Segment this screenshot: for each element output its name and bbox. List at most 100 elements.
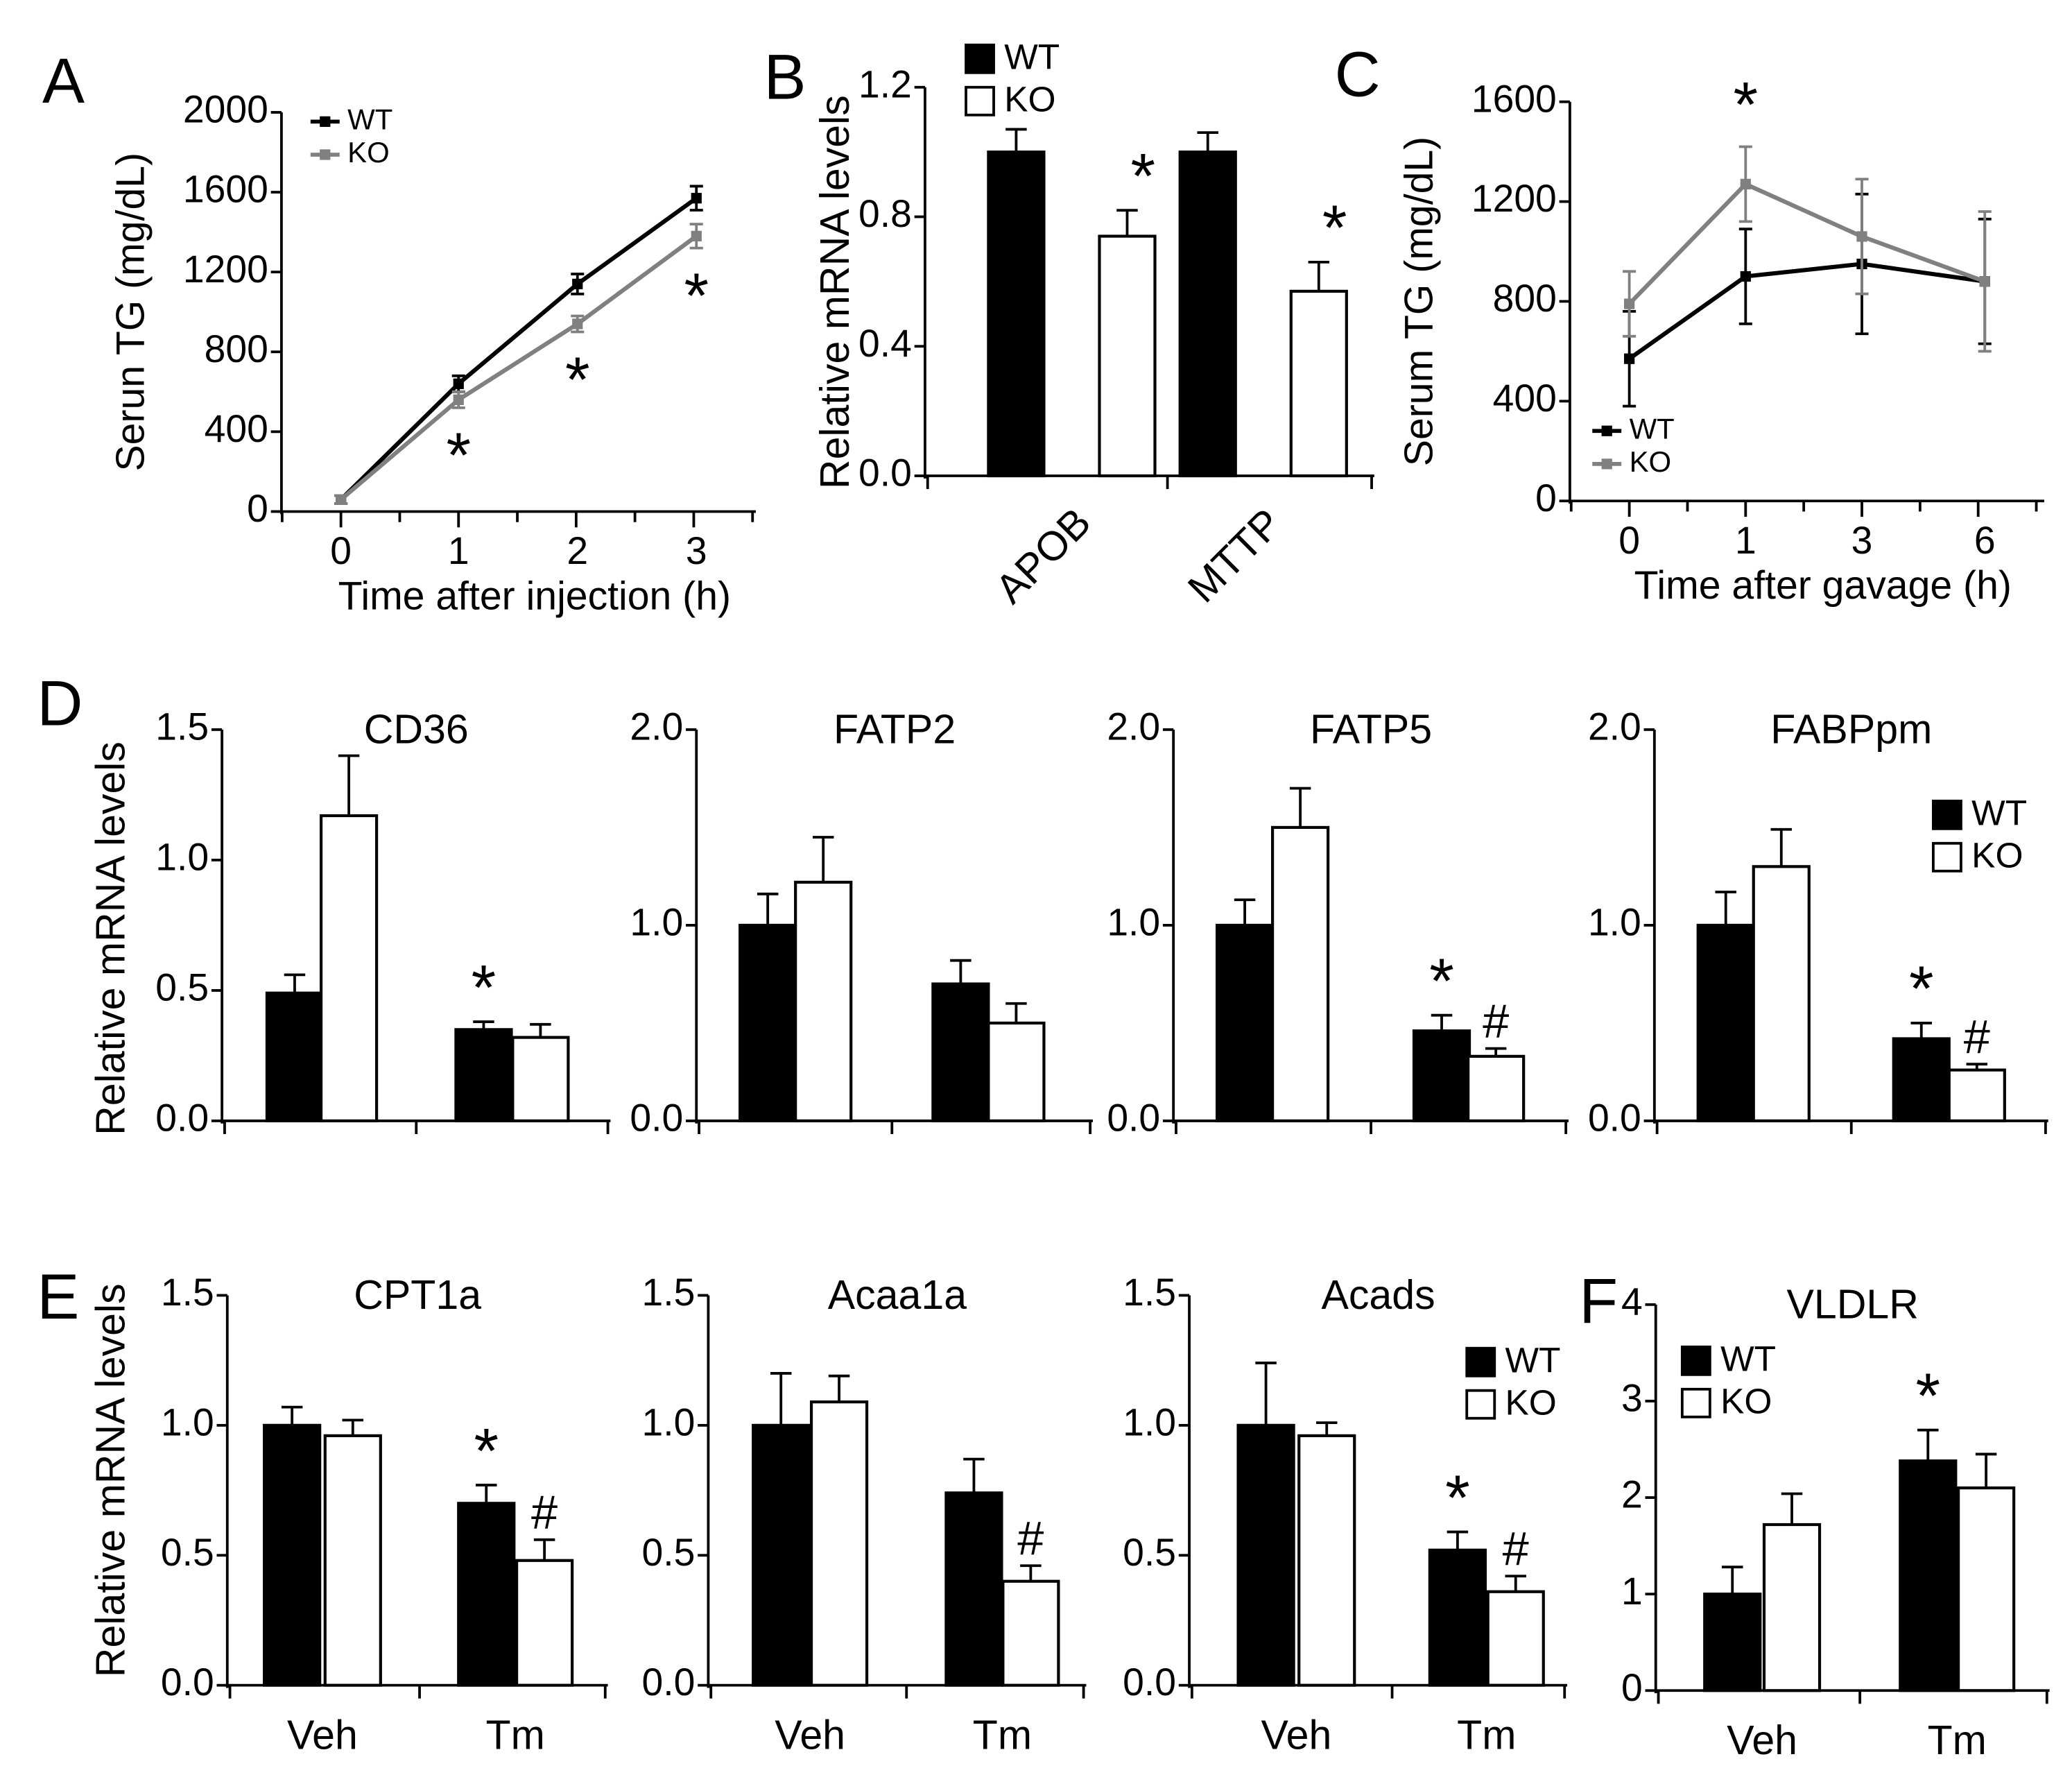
data-point-wt [691, 193, 702, 204]
bar-ko [1957, 1486, 2016, 1692]
legend-swatch-ko [1932, 841, 1962, 873]
data-point-ko [1623, 298, 1635, 309]
y-tick-label: 1.5 [1123, 1271, 1176, 1314]
data-point-wt [1623, 353, 1635, 364]
y-tick-label: 0.0 [1588, 1097, 1641, 1140]
bar-wt [1178, 151, 1237, 478]
bar-ko [1297, 1434, 1356, 1687]
legend-label: KO [1630, 445, 1672, 478]
x-tick-label: APOB [987, 499, 1100, 612]
chart-title: CD36 [364, 706, 469, 752]
y-tick-label: 0.5 [642, 1531, 696, 1574]
legend-swatch-ko [965, 85, 995, 117]
x-tick-label: 3 [686, 529, 707, 572]
y-tick-label: 1.0 [161, 1400, 214, 1443]
bar-wt [263, 1423, 322, 1687]
y-tick-label: 1.0 [155, 836, 209, 879]
bar-wt [752, 1423, 811, 1687]
bar-ko [511, 1036, 570, 1123]
legend-label: WT [347, 103, 392, 135]
y-tick-label: 0 [1535, 477, 1557, 520]
y-tick-label: 2.0 [1588, 705, 1641, 748]
bar-ko [987, 1021, 1046, 1123]
panel-label: E [37, 1262, 79, 1332]
legend-label: WT [1505, 1339, 1560, 1380]
bar-ko [319, 814, 379, 1123]
y-tick-label: 1600 [1471, 77, 1557, 120]
legend-swatch-ko [1465, 1389, 1496, 1420]
x-tick-label: 0 [1618, 519, 1640, 562]
significance-marker: # [1503, 1522, 1529, 1575]
bar-wt [457, 1502, 516, 1687]
y-tick-label: 0 [247, 487, 268, 530]
data-point-wt [1740, 271, 1751, 282]
bar-ko [323, 1434, 382, 1687]
y-tick-label: 0.0 [1107, 1097, 1160, 1140]
legend-marker [320, 149, 331, 160]
legend-label: WT [1971, 792, 2027, 832]
bar-ko [1098, 234, 1157, 478]
y-tick-label: 400 [205, 407, 268, 450]
x-tick-label: Veh [1261, 1712, 1331, 1758]
legend-swatch-wt [1680, 1345, 1711, 1376]
x-tick-label: Tm [1928, 1717, 1987, 1763]
panel-label: D [37, 669, 83, 739]
bar-wt [987, 151, 1046, 478]
legend-label: KO [1004, 78, 1055, 119]
significance-marker: * [1909, 954, 1934, 1024]
x-tick-label: Tm [1457, 1712, 1516, 1758]
bar-wt [454, 1028, 513, 1123]
y-tick-label: 2000 [183, 88, 268, 131]
legend-swatch-ko [1680, 1387, 1711, 1418]
y-axis-label: Relative mRNA levels [87, 741, 133, 1135]
y-tick-label: 3 [1621, 1377, 1643, 1420]
x-tick-label: Veh [1727, 1717, 1797, 1763]
x-tick-label: 6 [1974, 519, 1996, 562]
legend-swatch-wt [965, 43, 995, 74]
y-tick-label: 800 [1493, 277, 1557, 320]
y-axis-label: Relative mRNA levels [87, 1283, 133, 1677]
x-axis-label: Time after injection (h) [338, 574, 731, 618]
y-tick-label: 1200 [1471, 177, 1557, 220]
bar-ko [1001, 1579, 1060, 1687]
chart-title: FATP2 [834, 706, 956, 752]
y-tick-label: 0.5 [161, 1531, 214, 1574]
y-tick-label: 0.4 [858, 322, 912, 365]
data-point-ko [691, 230, 702, 242]
bar-ko [1947, 1068, 2006, 1123]
y-tick-label: 1600 [183, 168, 268, 211]
y-tick-label: 1.0 [630, 901, 683, 944]
significance-marker: * [474, 1416, 499, 1486]
significance-marker: * [472, 952, 497, 1023]
y-tick-label: 0.5 [1123, 1531, 1176, 1574]
x-tick-label: Veh [287, 1712, 358, 1758]
significance-marker: * [1131, 141, 1156, 212]
x-axis-label: Time after gavage (h) [1634, 563, 2012, 608]
bar-wt [739, 923, 797, 1123]
data-point-ko [1740, 178, 1751, 190]
significance-marker: * [1734, 69, 1759, 140]
bar-wt [1696, 923, 1755, 1123]
chart-title: VLDLR [1786, 1281, 1918, 1327]
legend-label: WT [1630, 412, 1675, 445]
significance-marker: # [1017, 1511, 1044, 1565]
bar-ko [1486, 1590, 1545, 1687]
x-tick-label: MTTP [1179, 500, 1290, 611]
bar-ko [794, 880, 853, 1123]
legend-swatch-wt [1465, 1346, 1496, 1378]
legend-label: WT [1004, 36, 1060, 76]
significance-marker: * [1445, 1463, 1470, 1534]
series-line-ko [1628, 181, 1986, 306]
legend-label: KO [1505, 1382, 1556, 1422]
series-line-ko [339, 234, 698, 501]
panel-label: C [1335, 39, 1381, 110]
y-tick-label: 0.8 [858, 192, 912, 235]
y-tick-label: 0.0 [1123, 1661, 1176, 1704]
bar-wt [1412, 1029, 1471, 1123]
y-tick-label: 1.0 [1107, 901, 1160, 944]
x-tick-label: Tm [486, 1712, 545, 1758]
y-axis-label: Serun TG (mg/dL) [109, 153, 153, 472]
significance-marker: # [1483, 994, 1509, 1047]
y-tick-label: 0.0 [642, 1661, 696, 1704]
